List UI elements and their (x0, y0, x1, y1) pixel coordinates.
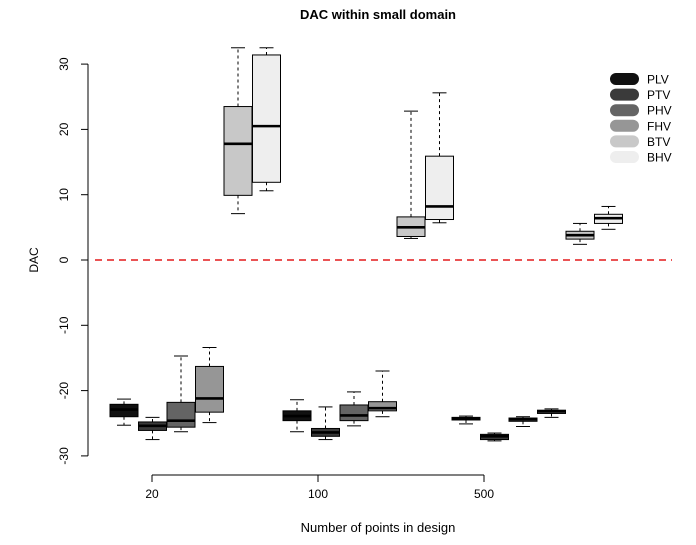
box-body (425, 155, 454, 221)
box-body (252, 54, 281, 183)
box-ptv-500 (480, 432, 509, 442)
box-body (368, 401, 397, 412)
box-btv-100 (396, 110, 426, 239)
box-plv-20 (109, 398, 139, 426)
box-bhv-20 (252, 47, 281, 192)
legend-swatch-phv (610, 104, 639, 117)
legend-label-btv: BTV (647, 135, 670, 149)
y-tick-label: -10 (57, 316, 71, 334)
box-body (339, 404, 369, 422)
y-tick-label: -20 (57, 382, 71, 400)
box-ptv-100 (311, 406, 340, 441)
legend-label-plv: PLV (647, 73, 669, 87)
y-tick-label: 0 (57, 256, 71, 263)
box-btv-20 (223, 47, 253, 215)
legend-swatch-plv (610, 73, 639, 85)
legend-label-ptv: PTV (647, 88, 670, 102)
box-ptv-20 (138, 416, 167, 441)
box-body (166, 401, 196, 428)
y-tick-label: 10 (57, 188, 71, 202)
legend-swatch-btv (610, 135, 639, 148)
legend-swatch-fhv (610, 119, 639, 132)
x-axis-title: Number of points in design (301, 520, 456, 535)
legend-label-phv: PHV (647, 104, 672, 118)
box-bhv-100 (425, 92, 454, 224)
y-axis: -30 -20 -10 0 10 20 30 (57, 57, 89, 465)
x-tick-label: 100 (308, 487, 328, 501)
box-fhv-20 (195, 347, 224, 424)
legend-swatch-ptv (610, 88, 639, 101)
box-plv-100 (282, 399, 312, 433)
box-body (195, 365, 224, 413)
box-plv-500 (451, 415, 481, 425)
box-btv-500 (565, 222, 595, 245)
legend-label-bhv: BHV (647, 151, 672, 165)
box-body (223, 106, 253, 196)
legend-swatch-bhv (610, 151, 639, 163)
box-phv-500 (508, 416, 538, 428)
y-axis-title: DAC (27, 247, 41, 273)
box-fhv-500 (537, 408, 566, 418)
y-tick-label: 20 (57, 122, 71, 136)
box-fhv-100 (368, 370, 397, 418)
box-phv-100 (339, 391, 369, 427)
x-tick-label: 20 (145, 487, 159, 501)
y-tick-label: 30 (57, 57, 71, 71)
chart-title: DAC within small domain (300, 7, 456, 22)
y-tick-label: -30 (57, 447, 71, 465)
legend-label-fhv: FHV (647, 119, 671, 133)
x-tick-label: 500 (474, 487, 494, 501)
box-bhv-500 (594, 205, 623, 230)
x-axis: 20 100 500 (145, 474, 494, 501)
plot-area (109, 47, 623, 442)
box-phv-20 (166, 355, 196, 433)
